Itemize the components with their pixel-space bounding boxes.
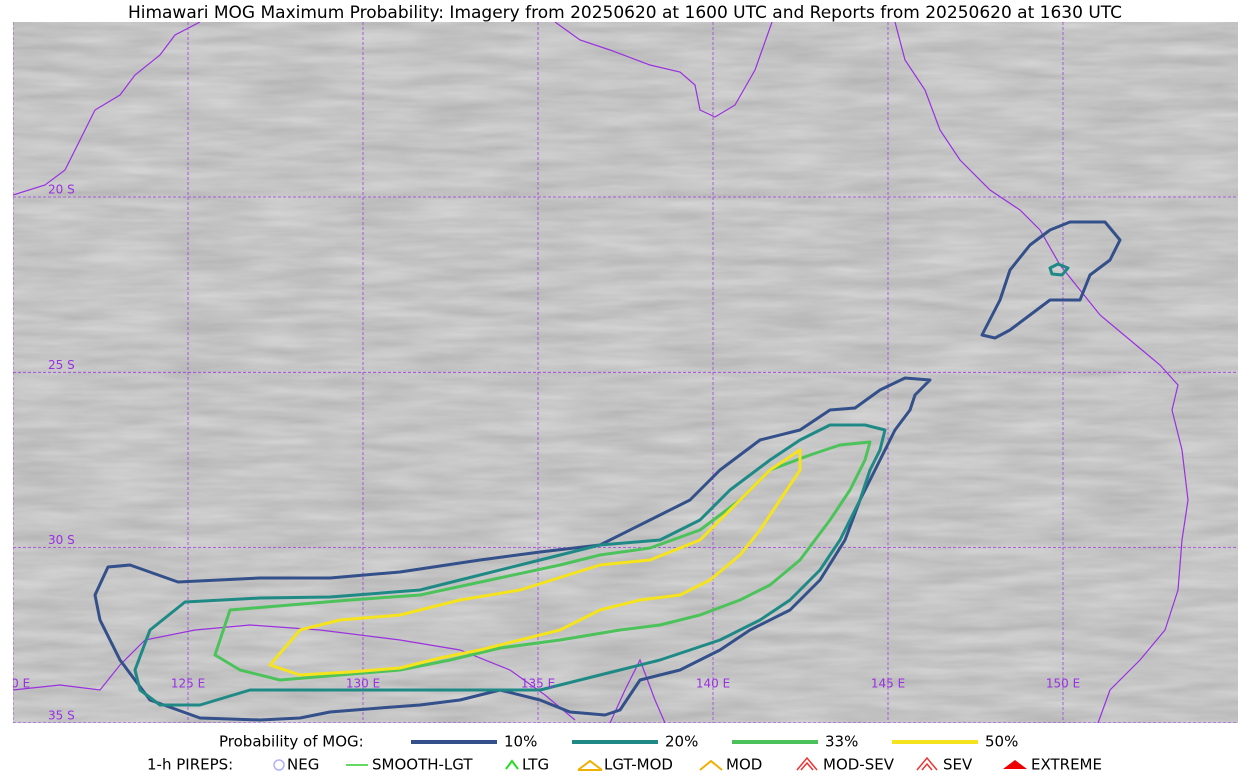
contour-20: [133, 423, 887, 707]
legend-entry: EXTREME: [1031, 756, 1102, 774]
legend-entry: NEG: [287, 756, 319, 774]
contour-10: [980, 220, 1122, 340]
lat-label: 25 S: [48, 358, 75, 372]
lat-label: 30 S: [48, 533, 75, 547]
legend-entry: MOD: [726, 756, 762, 774]
contour-33: [213, 440, 872, 682]
lat-label: 35 S: [48, 708, 75, 722]
legend-icon: [577, 759, 603, 771]
lon-label: 150 E: [1046, 677, 1080, 691]
lon-label: 120 E: [0, 677, 30, 691]
coastline: [13, 624, 576, 721]
probability-contours: [93, 220, 1122, 722]
lat-label: 20 S: [48, 183, 75, 197]
legend-label: Probability of MOG:: [219, 733, 364, 751]
legend-entry: LTG: [522, 756, 549, 774]
legend-label: 1-h PIREPS:: [147, 756, 233, 774]
graticule-labels: 20 S 25 S 30 S 35 S 120 E 125 E 130 E 135 E 140 …: [0, 183, 1080, 723]
legend: Probability of MOG: 10% 20% 33% 50% 1-h PIREP…: [147, 733, 1102, 774]
legend-icon: [273, 759, 285, 771]
title: Himawari MOG Maximum Probability: Imager…: [128, 3, 1122, 23]
legend-entry: 33%: [825, 733, 858, 751]
map: 20 S 25 S 30 S 35 S 120 E 125 E 130 E 135 E 140 …: [0, 22, 1238, 723]
lon-label: 125 E: [171, 677, 205, 691]
coastline: [13, 22, 201, 196]
legend-entry: 20%: [665, 733, 698, 751]
coastline: [894, 22, 1189, 723]
lon-label: 130 E: [346, 677, 380, 691]
legend-entry: MOD-SEV: [823, 756, 895, 774]
lon-label: 135 E: [521, 677, 555, 691]
coastline: [554, 22, 773, 118]
legend-icon: [505, 759, 519, 770]
legend-entry: SEV: [943, 756, 973, 774]
coastline: [609, 658, 666, 723]
lon-label: 145 E: [871, 677, 905, 691]
legend-icon: [796, 756, 818, 771]
legend-icon: [1003, 760, 1027, 769]
lon-label: 140 E: [696, 677, 730, 691]
contour-50: [268, 448, 802, 677]
legend-icon: [916, 756, 938, 771]
coastlines: [13, 22, 1189, 723]
graticule: [13, 22, 1238, 723]
legend-entry: LGT-MOD: [604, 756, 673, 774]
legend-entry: 10%: [504, 733, 537, 751]
legend-icon: [699, 759, 723, 771]
legend-entry: 50%: [985, 733, 1018, 751]
contour-20: [1048, 262, 1070, 277]
legend-entry: SMOOTH-LGT: [372, 756, 473, 774]
